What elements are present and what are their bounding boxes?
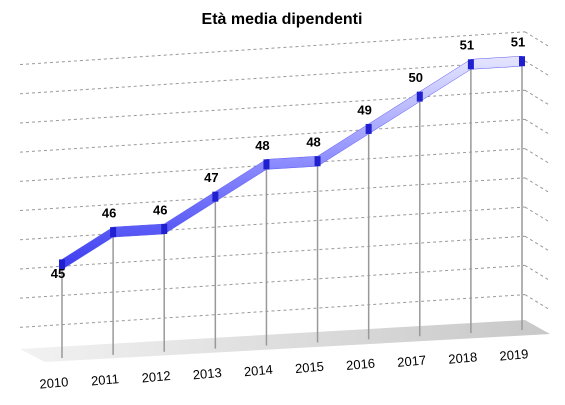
x-tick-label: 2019 [499, 346, 529, 363]
value-label: 48 [255, 138, 269, 153]
grid-line [524, 235, 549, 251]
value-label: 50 [409, 70, 423, 85]
grid-line [19, 294, 526, 328]
x-tick-label: 2014 [243, 362, 273, 379]
value-label: 51 [511, 35, 525, 50]
x-tick-label: 2018 [448, 349, 478, 366]
value-label: 48 [306, 135, 320, 150]
grid-line [524, 148, 549, 164]
grid-line [19, 118, 526, 153]
point [263, 159, 270, 170]
x-tick-label: 2011 [90, 371, 119, 388]
point [519, 56, 525, 67]
grid-line [524, 177, 549, 193]
grid-line [524, 264, 549, 280]
grid-line [19, 235, 526, 270]
point [212, 191, 219, 202]
x-tick-label: 2010 [39, 374, 69, 391]
x-tick-label: 2015 [294, 359, 324, 376]
point [110, 227, 117, 238]
point [365, 123, 372, 134]
floor [20, 320, 550, 362]
grid-line [19, 177, 526, 212]
x-tick-label: 2016 [346, 356, 376, 373]
value-label: 47 [204, 170, 218, 185]
grid-line [19, 264, 526, 299]
grid-line [524, 294, 549, 310]
point [314, 156, 321, 167]
grid-line [19, 60, 526, 95]
line-band [61, 55, 523, 270]
point [59, 259, 65, 270]
x-tick-label: 2013 [192, 365, 222, 382]
chart-title: Età media dipendenti [202, 11, 363, 28]
grid-line [19, 206, 526, 241]
grid-line [524, 89, 549, 105]
grid-line [524, 31, 549, 47]
point [161, 223, 168, 234]
grid-line [524, 60, 549, 76]
point [416, 91, 423, 102]
value-label: 46 [102, 206, 116, 221]
x-tick-label: 2012 [141, 368, 171, 385]
grid-line [524, 118, 549, 134]
grid-line [19, 89, 526, 124]
grid-line [19, 31, 526, 66]
value-label: 46 [153, 202, 167, 217]
x-tick-label: 2017 [397, 352, 427, 369]
value-label: 49 [357, 102, 371, 117]
point [467, 59, 474, 70]
grid-line [524, 206, 549, 222]
value-label: 45 [51, 266, 65, 281]
value-label: 51 [460, 38, 474, 53]
